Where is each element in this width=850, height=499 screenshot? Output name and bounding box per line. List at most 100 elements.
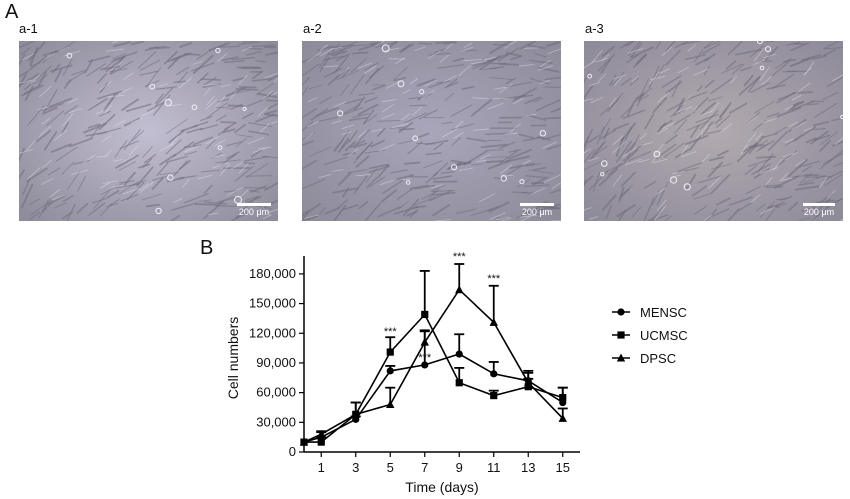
cell-streak xyxy=(599,99,619,116)
cell-streak xyxy=(38,200,49,218)
cell-streak xyxy=(755,203,766,212)
cell-streak xyxy=(114,140,128,158)
cell-streak xyxy=(67,170,81,190)
cell-streak xyxy=(123,117,141,127)
x-tick-label: 11 xyxy=(487,460,501,475)
cell-streak xyxy=(694,205,708,215)
cell-streak xyxy=(397,200,410,210)
cell-streak xyxy=(126,181,145,201)
cell-streak xyxy=(369,65,385,78)
cell-streak xyxy=(498,141,516,150)
cell-streak xyxy=(302,211,310,221)
cell-streak xyxy=(709,156,725,162)
cell-layer xyxy=(19,41,278,221)
cell-streak xyxy=(202,82,221,88)
cell-streak xyxy=(63,41,77,50)
cell-highlight xyxy=(213,96,226,109)
cell-streak xyxy=(615,137,624,157)
cell-streak xyxy=(801,207,815,212)
cell-highlight xyxy=(385,47,399,52)
cell-streak xyxy=(646,212,662,221)
cell-highlight xyxy=(271,121,278,124)
cell-streak xyxy=(302,203,321,218)
cell-highlight xyxy=(460,46,474,53)
cell-streak xyxy=(368,163,390,170)
cell-streak xyxy=(130,41,145,46)
cell-streak xyxy=(47,193,69,206)
cell-streak xyxy=(370,139,385,148)
cell-streak xyxy=(409,209,418,218)
cell-streak xyxy=(153,94,171,116)
cell-streak xyxy=(245,162,269,179)
cell-highlight xyxy=(519,214,538,218)
cell-highlight xyxy=(612,141,627,154)
cell-streak xyxy=(726,208,740,221)
cell-streak xyxy=(19,169,25,180)
cell-highlight xyxy=(113,159,123,162)
cell-streak xyxy=(196,72,209,84)
cell-streak xyxy=(601,45,615,57)
cell-streak xyxy=(165,139,182,155)
cell-streak xyxy=(588,145,608,160)
cell-streak xyxy=(77,175,87,192)
cell-streak xyxy=(107,91,120,106)
cell-streak xyxy=(338,199,349,209)
cell-streak xyxy=(486,149,505,151)
cell-streak xyxy=(115,183,140,189)
cell-streak xyxy=(596,126,605,145)
round-cell xyxy=(683,183,691,191)
cell-highlight xyxy=(537,65,553,71)
cell-streak xyxy=(499,150,518,164)
cell-streak xyxy=(195,203,219,206)
cell-streak xyxy=(461,85,475,90)
cell-streak xyxy=(533,166,547,171)
cell-streak xyxy=(256,82,275,95)
cell-streak xyxy=(523,184,550,187)
cell-streak xyxy=(432,191,456,196)
cell-streak xyxy=(390,169,408,174)
cell-streak xyxy=(265,51,278,56)
cell-streak xyxy=(200,116,213,121)
cell-streak xyxy=(432,175,452,180)
cell-streak xyxy=(357,103,379,116)
cell-highlight xyxy=(656,127,668,135)
cell-streak xyxy=(377,164,390,179)
cell-streak xyxy=(231,57,256,61)
cell-streak xyxy=(750,45,764,58)
cell-streak xyxy=(302,108,318,119)
cell-streak xyxy=(382,179,404,194)
cell-streak xyxy=(787,158,808,178)
cell-streak xyxy=(702,121,713,136)
cell-streak xyxy=(317,45,335,52)
cell-streak xyxy=(362,109,375,125)
cell-streak xyxy=(522,191,534,194)
cell-streak xyxy=(788,201,799,212)
cell-streak xyxy=(332,204,347,221)
cell-streak xyxy=(752,120,767,132)
cell-streak xyxy=(509,162,536,169)
cell-streak xyxy=(364,202,382,221)
data-point xyxy=(559,393,567,402)
cell-streak xyxy=(652,189,660,206)
cell-streak xyxy=(443,41,458,45)
cell-streak xyxy=(431,184,445,192)
cell-streak xyxy=(685,134,709,146)
cell-streak xyxy=(99,82,109,94)
cell-streak xyxy=(35,65,52,81)
cell-streak xyxy=(351,51,369,55)
cell-streak xyxy=(684,54,706,60)
cell-highlight xyxy=(700,110,713,116)
round-cell xyxy=(500,175,508,182)
cell-streak xyxy=(111,53,127,59)
cell-streak xyxy=(87,55,111,63)
cell-streak xyxy=(655,41,662,50)
cell-streak xyxy=(20,183,34,209)
cell-streak xyxy=(234,165,254,182)
cell-streak xyxy=(797,217,811,221)
cell-highlight xyxy=(730,75,738,84)
cell-streak xyxy=(398,121,414,133)
cell-streak xyxy=(191,62,215,72)
cell-highlight xyxy=(341,131,352,135)
cell-highlight xyxy=(104,150,112,157)
cell-streak xyxy=(700,102,716,116)
